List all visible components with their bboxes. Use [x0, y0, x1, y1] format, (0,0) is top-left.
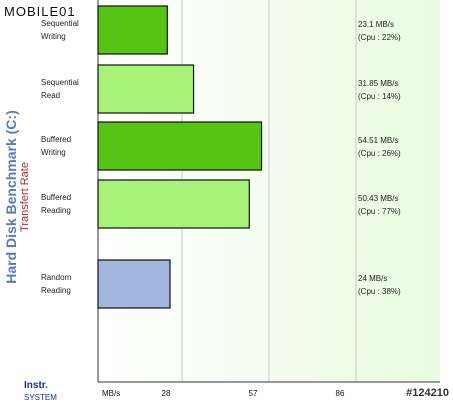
category-label: Reading [41, 206, 71, 215]
value-label: 24 MB/s [358, 274, 387, 283]
side-title: Hard Disk Benchmark (C:) [3, 110, 19, 284]
instr-label: Instr. [24, 380, 48, 391]
category-label: Sequential [41, 19, 79, 28]
category-label: Read [41, 91, 60, 100]
watermark-number: #124210 [406, 387, 449, 399]
bar [97, 179, 250, 229]
category-label: Writing [41, 148, 66, 157]
bar [97, 64, 195, 114]
value-label: 54.51 MB/s [358, 136, 398, 145]
tick-label: 28 [162, 389, 171, 398]
cpu-label: (Cpu : 14%) [358, 92, 401, 101]
x-axis-ticks: MB/s 28 57 86 [102, 389, 345, 398]
category-labels: Sequential Writing Sequential Read Buffered W… [41, 19, 79, 295]
value-label: 23.1 MB/s [358, 20, 394, 29]
x-unit-label: MB/s [102, 389, 120, 398]
cpu-label: (Cpu : 38%) [358, 287, 401, 296]
bar [97, 121, 263, 171]
category-label: Sequential [41, 78, 79, 87]
system-label: SYSTEM [24, 393, 57, 402]
cpu-label: (Cpu : 26%) [358, 149, 401, 158]
bar [97, 5, 168, 55]
category-label: Buffered [41, 193, 71, 202]
bars-layer [97, 5, 263, 309]
category-label: Buffered [41, 135, 71, 144]
tick-label: 57 [249, 389, 258, 398]
category-label: Reading [41, 286, 71, 295]
logo-text: MOBILE01 [4, 4, 76, 19]
value-labels: 23.1 MB/s (Cpu : 22%) 31.85 MB/s (Cpu : 14%… [358, 20, 401, 296]
category-label: Writing [41, 32, 66, 41]
cpu-label: (Cpu : 22%) [358, 33, 401, 42]
value-label: 50.43 MB/s [358, 194, 398, 203]
tick-label: 86 [336, 389, 345, 398]
category-label: Random [41, 273, 72, 282]
cpu-label: (Cpu : 77%) [358, 207, 401, 216]
value-label: 31.85 MB/s [358, 79, 398, 88]
side-subtitle: Transfert Rate [19, 162, 31, 232]
bar [97, 259, 171, 309]
